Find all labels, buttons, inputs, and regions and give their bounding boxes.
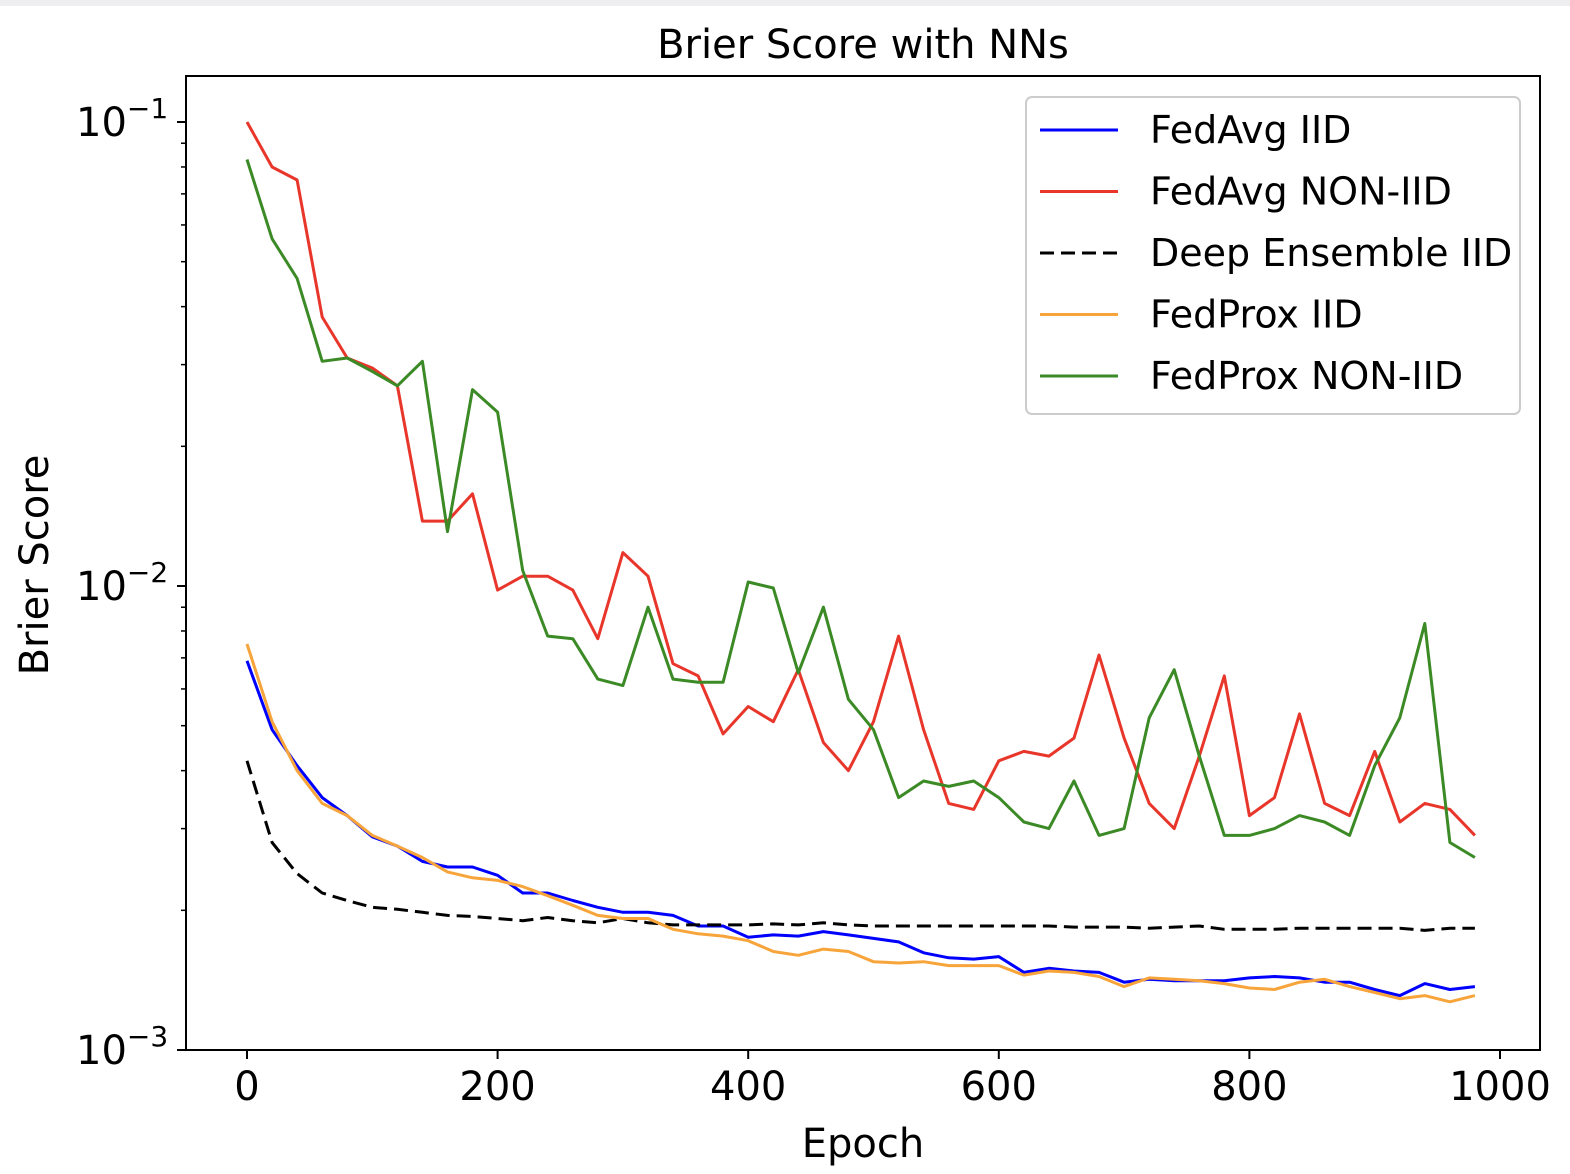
legend-label-fedavg-non-iid: FedAvg NON-IID (1150, 170, 1452, 214)
legend-label-fedprox-iid: FedProx IID (1150, 293, 1363, 337)
plot-frame (185, 75, 1541, 1051)
y-axis-label: Brier Score (12, 455, 58, 676)
x-tick-label: 200 (459, 1064, 535, 1110)
y-tick-label: 10−2 (76, 556, 168, 610)
series-line-deep-ensemble-iid (245, 760, 1475, 932)
top-bar (0, 0, 1570, 6)
y-tick-label: 10−3 (76, 1020, 168, 1074)
legend-label-deep-ensemble-iid: Deep Ensemble IID (1150, 231, 1512, 275)
x-tick-label: 800 (1211, 1064, 1287, 1110)
x-axis-label: Epoch (802, 1121, 924, 1167)
chart-title: Brier Score with NNs (657, 22, 1069, 68)
legend-box (1025, 96, 1521, 415)
legend-label-fedprox-non-iid: FedProx NON-IID (1150, 354, 1463, 398)
legend-label-fedavg-iid: FedAvg IID (1150, 108, 1351, 152)
series-line-fedavg-iid (245, 660, 1476, 998)
series-line-fedprox-non-iid (245, 159, 1476, 859)
ticks-layer: 0 200 400 600 800 1000 10−1 10−2 10−3 (76, 92, 1551, 1110)
series-line-fedprox-iid (245, 643, 1476, 1004)
x-tick-label: 600 (961, 1064, 1037, 1110)
legend: FedAvg IID FedAvg NON-IID Deep Ensemble II… (1025, 96, 1521, 415)
x-tick-label: 0 (234, 1064, 259, 1110)
x-tick-label: 400 (710, 1064, 786, 1110)
y-tick-label: 10−1 (76, 92, 168, 146)
series-layer (245, 121, 1476, 1004)
x-tick-label: 1000 (1449, 1064, 1551, 1110)
